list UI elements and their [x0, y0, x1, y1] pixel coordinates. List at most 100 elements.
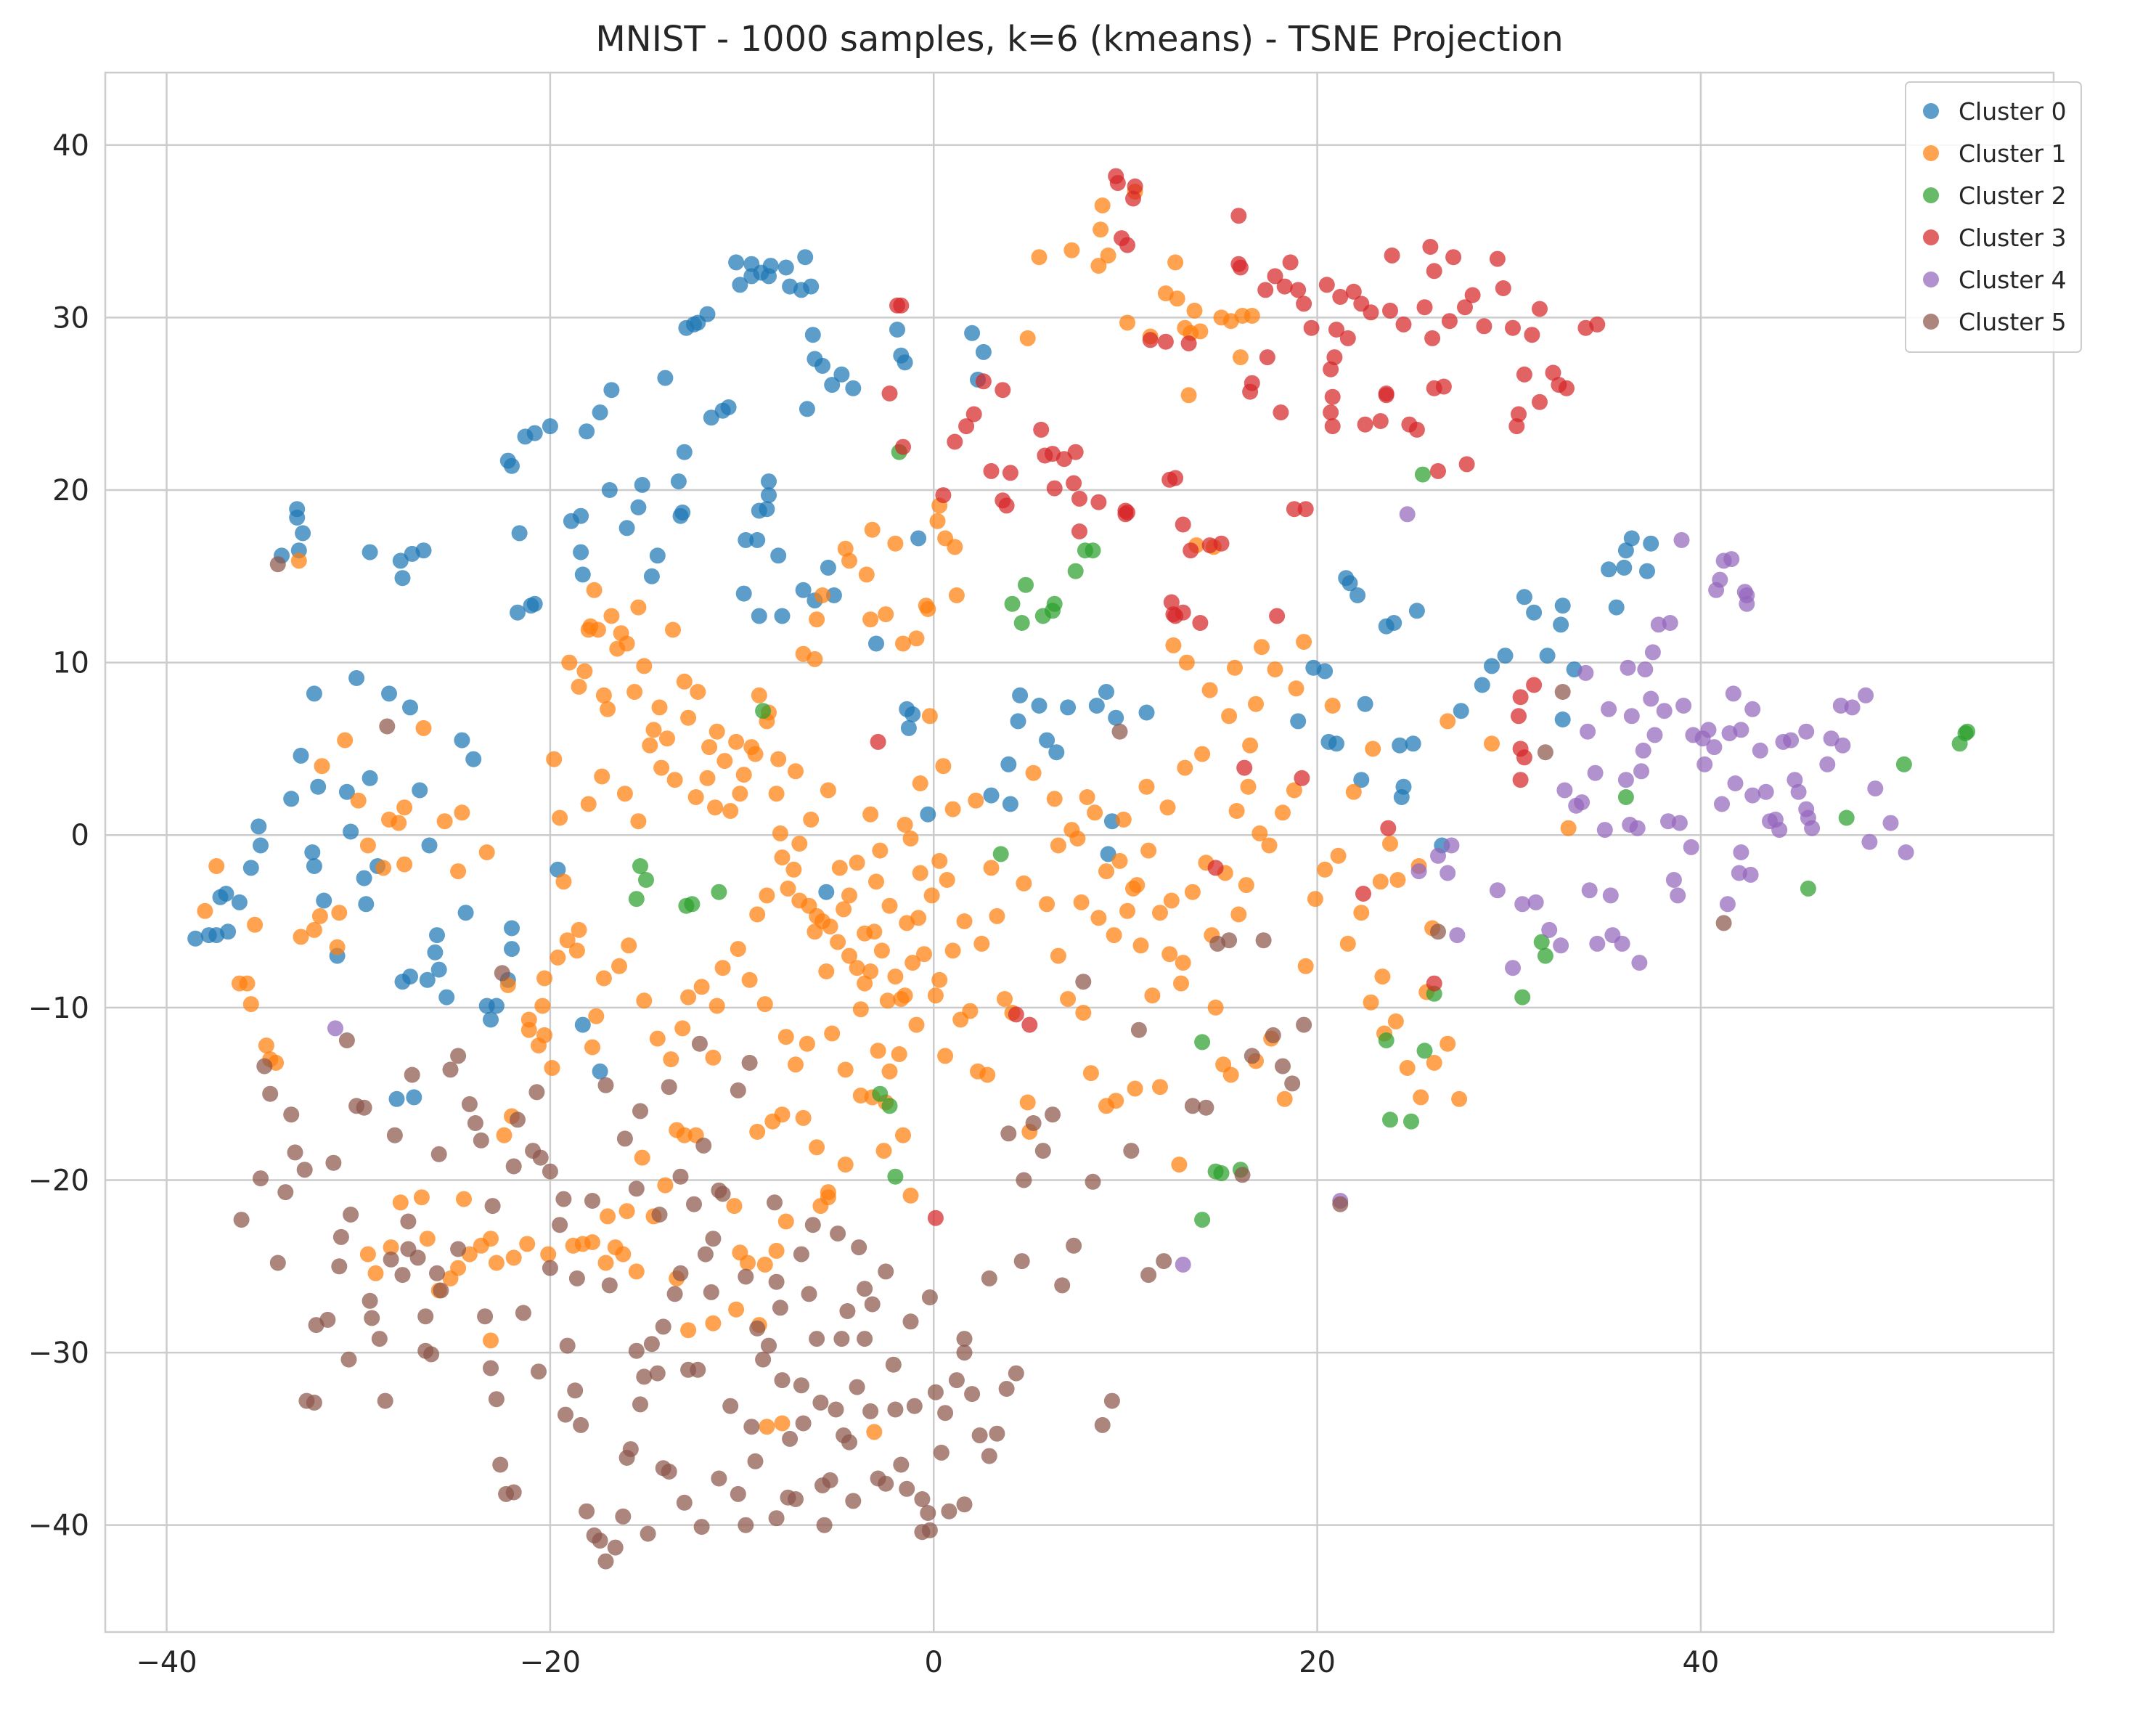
- data-point: [400, 1241, 417, 1257]
- data-point: [1581, 882, 1598, 899]
- data-point: [864, 1296, 881, 1313]
- data-point: [542, 1260, 558, 1276]
- data-point: [584, 1234, 600, 1250]
- data-point: [726, 1198, 743, 1215]
- data-point: [795, 1415, 812, 1432]
- data-point: [747, 746, 764, 762]
- data-point: [657, 1177, 674, 1194]
- data-point: [1194, 746, 1211, 762]
- data-point: [511, 525, 528, 542]
- data-point: [1075, 1005, 1092, 1021]
- data-point: [862, 1403, 879, 1419]
- data-point: [747, 1453, 764, 1469]
- data-point: [881, 1063, 898, 1080]
- data-point: [1426, 263, 1442, 280]
- data-point: [306, 685, 322, 702]
- data-point: [1326, 349, 1343, 366]
- y-tick-label: −30: [28, 1337, 89, 1370]
- data-point: [921, 708, 938, 725]
- data-point: [837, 1157, 854, 1173]
- data-point: [772, 1300, 788, 1316]
- data-point: [319, 1311, 336, 1328]
- data-point: [1342, 575, 1358, 592]
- data-point: [417, 1308, 434, 1325]
- data-point: [767, 1194, 783, 1211]
- data-point: [1238, 877, 1254, 894]
- data-point: [941, 1503, 957, 1520]
- data-point: [1629, 820, 1646, 836]
- data-point: [1071, 523, 1087, 539]
- data-point: [774, 849, 791, 866]
- data-point: [1643, 535, 1659, 552]
- data-point: [356, 1099, 372, 1116]
- series-cluster-3: [870, 168, 1606, 1226]
- data-point: [788, 763, 804, 780]
- data-point: [618, 520, 635, 537]
- data-point: [862, 806, 879, 823]
- data-point: [1589, 316, 1606, 333]
- legend-marker: [1923, 103, 1939, 119]
- data-point: [1180, 387, 1197, 404]
- data-point: [885, 1356, 902, 1373]
- data-point: [661, 1464, 677, 1480]
- data-point: [580, 796, 597, 812]
- data-point: [1380, 820, 1397, 836]
- data-point: [1175, 1256, 1191, 1273]
- data-point: [1286, 782, 1302, 799]
- data-point: [1067, 444, 1084, 460]
- data-point: [1152, 905, 1168, 921]
- data-point: [600, 1208, 616, 1225]
- data-point: [1516, 366, 1532, 383]
- data-point: [663, 1051, 679, 1068]
- data-point: [1426, 1054, 1442, 1071]
- data-point: [1580, 723, 1596, 740]
- data-point: [283, 1106, 300, 1123]
- data-point: [488, 1255, 505, 1271]
- data-point: [1230, 906, 1247, 923]
- data-point: [1363, 994, 1379, 1011]
- data-point: [1109, 175, 1126, 192]
- data-point: [774, 1372, 791, 1389]
- data-point: [1556, 782, 1573, 799]
- data-point: [1545, 364, 1561, 381]
- data-point: [478, 844, 495, 860]
- data-point: [310, 778, 327, 795]
- data-point: [331, 905, 348, 921]
- data-point: [900, 719, 917, 736]
- data-point: [1589, 935, 1606, 952]
- x-tick-label: 40: [1682, 1646, 1719, 1679]
- data-point: [858, 566, 875, 583]
- data-point: [1514, 989, 1531, 1006]
- data-point: [371, 1331, 388, 1347]
- data-point: [653, 759, 670, 776]
- y-tick-label: 20: [52, 474, 89, 507]
- data-point: [1464, 287, 1481, 303]
- legend-marker: [1923, 145, 1939, 161]
- data-point: [872, 842, 889, 859]
- data-point: [1034, 1143, 1051, 1159]
- data-point: [515, 1305, 531, 1321]
- data-point: [256, 1058, 273, 1074]
- y-tick-label: 10: [52, 647, 89, 680]
- series-cluster-0: [187, 249, 1659, 1107]
- data-point: [939, 872, 955, 888]
- data-point: [927, 987, 944, 1004]
- data-point: [1533, 934, 1550, 950]
- data-point: [1378, 1032, 1395, 1048]
- data-point: [402, 699, 418, 716]
- data-point: [1111, 723, 1128, 740]
- data-point: [1177, 759, 1193, 776]
- data-point: [526, 595, 543, 612]
- data-point: [1213, 1165, 1230, 1181]
- data-point: [1715, 915, 1732, 931]
- data-point: [866, 1424, 883, 1440]
- data-point: [494, 965, 510, 982]
- data-point: [732, 786, 748, 802]
- data-point: [362, 544, 378, 560]
- data-point: [1184, 1098, 1201, 1114]
- data-point: [862, 611, 879, 628]
- data-point: [849, 960, 865, 976]
- data-point: [367, 1265, 384, 1281]
- data-point: [283, 791, 300, 807]
